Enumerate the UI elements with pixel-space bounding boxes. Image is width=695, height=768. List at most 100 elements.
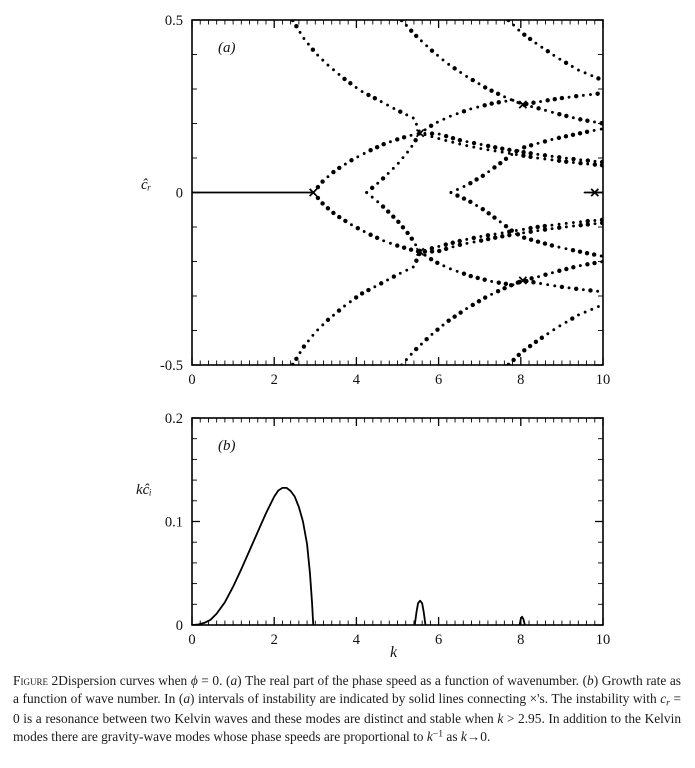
data-point — [578, 161, 583, 166]
data-point — [320, 179, 325, 184]
data-point — [577, 313, 580, 317]
data-point — [448, 267, 452, 271]
data-point — [462, 185, 466, 188]
data-point — [348, 300, 352, 304]
data-point — [489, 88, 494, 93]
data-point — [503, 95, 507, 99]
data-point — [435, 327, 440, 332]
data-point — [429, 131, 435, 136]
caption-c-subscript: r — [666, 697, 670, 709]
data-point — [585, 262, 590, 267]
instability-x-marker — [590, 188, 599, 197]
data-point — [428, 123, 434, 128]
data-point — [527, 36, 533, 42]
data-point — [563, 60, 569, 66]
data-point — [388, 140, 392, 144]
data-point — [539, 100, 543, 104]
data-point — [593, 120, 596, 124]
data-point — [507, 147, 512, 153]
data-point — [556, 158, 562, 163]
data-point — [528, 154, 533, 160]
panel-b-ylabel: kĉᵢ — [136, 482, 152, 498]
data-point — [549, 243, 555, 248]
panel-b: 0 2 4 6 8 10 0 0.1 0.2 (b) — [0, 400, 695, 668]
data-point — [441, 58, 445, 62]
data-point — [331, 169, 336, 175]
data-point — [593, 159, 597, 163]
data-point — [452, 314, 457, 319]
data-point — [592, 128, 596, 132]
data-point — [480, 173, 485, 179]
data-point — [465, 144, 469, 148]
data-point — [503, 223, 509, 229]
data-point — [388, 241, 392, 245]
data-point — [517, 28, 521, 32]
data-point — [485, 236, 491, 242]
data-point — [369, 185, 375, 191]
caption-figure-number: Figure 2 — [13, 673, 59, 688]
data-point — [536, 156, 540, 160]
data-point — [326, 63, 330, 67]
data-point — [584, 129, 590, 135]
data-point — [443, 242, 448, 247]
data-point — [366, 287, 371, 293]
data-point — [368, 148, 373, 153]
figure-caption: Figure 2Dispersion curves when ϕ = 0. (a… — [13, 672, 681, 745]
data-point — [579, 220, 582, 224]
data-point — [376, 200, 380, 204]
data-point — [366, 92, 371, 98]
data-point — [550, 227, 554, 231]
data-point — [457, 242, 463, 247]
data-point — [486, 148, 490, 152]
data-point — [559, 95, 565, 101]
data-point — [373, 285, 377, 289]
data-point — [516, 352, 521, 358]
data-point — [465, 307, 469, 311]
data-point — [298, 351, 302, 355]
data-point — [306, 42, 310, 46]
data-point — [419, 39, 423, 43]
instability-x-marker — [518, 276, 528, 285]
panel-b-xlabel: k — [390, 644, 398, 661]
data-point — [564, 113, 569, 119]
data-point — [452, 66, 457, 71]
data-point — [543, 272, 548, 277]
data-point — [507, 151, 511, 155]
data-point — [482, 277, 487, 282]
data-point — [423, 128, 427, 132]
data-point — [395, 243, 400, 248]
data-point — [326, 175, 330, 179]
data-point — [449, 191, 453, 194]
data-point — [550, 110, 554, 114]
data-point — [599, 159, 603, 165]
data-point — [506, 362, 511, 365]
data-point — [482, 295, 488, 300]
data-point — [468, 273, 473, 279]
data-point — [515, 232, 521, 237]
data-point — [456, 188, 459, 191]
data-point — [557, 112, 562, 117]
x-tick-label: 0 — [188, 372, 195, 388]
x-tick-label: 6 — [435, 372, 442, 388]
data-point — [348, 81, 353, 86]
data-point — [578, 117, 583, 122]
data-point — [571, 116, 575, 120]
data-point — [448, 114, 452, 118]
data-point — [294, 356, 299, 362]
data-point — [424, 336, 429, 342]
data-point — [596, 76, 601, 81]
data-point — [447, 62, 451, 66]
data-point — [599, 220, 603, 226]
data-point — [504, 99, 508, 103]
data-point — [596, 305, 600, 309]
data-point — [599, 127, 603, 131]
caption-p6: = 0 is a resonance between two Kelvin wa… — [13, 690, 681, 726]
data-point — [353, 295, 359, 300]
data-point — [578, 222, 583, 228]
data-point — [442, 117, 446, 121]
data-point — [468, 180, 473, 186]
data-point — [531, 280, 536, 285]
data-point — [546, 332, 550, 336]
data-point — [550, 158, 554, 162]
data-point — [490, 292, 494, 296]
